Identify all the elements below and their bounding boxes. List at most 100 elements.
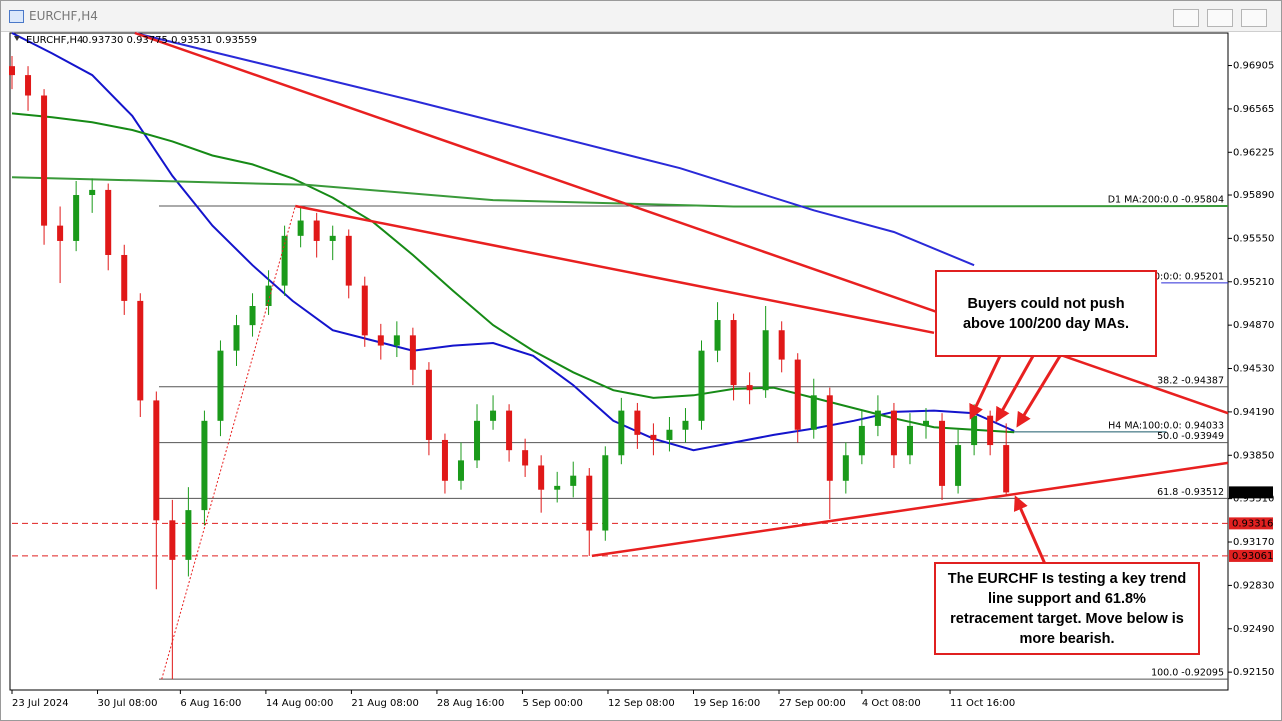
candle-body [698, 350, 705, 421]
candle-body [618, 410, 625, 456]
candle-body [425, 369, 432, 440]
candle-body [329, 235, 336, 241]
price-tag [1229, 549, 1273, 562]
candle-body [939, 420, 946, 486]
candle-body [25, 75, 32, 96]
candle-body [153, 400, 160, 521]
candle-body [955, 445, 962, 486]
x-tick-label: 27 Sep 00:00 [779, 698, 846, 709]
level-label: 00:0:0: 0.95201 [1148, 271, 1224, 282]
candle-body [874, 410, 881, 426]
candle-body [890, 410, 897, 456]
arrow [969, 355, 1002, 420]
candle-body [570, 475, 577, 486]
quote: 0.93730 0.93775 0.93531 0.93559 [82, 35, 257, 46]
x-tick-label: 12 Sep 08:00 [608, 698, 675, 709]
candle-body [474, 420, 481, 461]
x-tick-label: 19 Sep 16:00 [693, 698, 760, 709]
y-tick-label: 0.93850 [1233, 450, 1274, 461]
y-tick-label: 0.95890 [1233, 190, 1274, 201]
candle-body [506, 410, 513, 451]
minimize-button[interactable] [1173, 9, 1199, 27]
chart-layer: D1 MA:200:0.0 -0.95804 00:0:0: 0.95201 38.… [9, 31, 1229, 680]
arrow [1016, 355, 1062, 428]
candle-body [666, 429, 673, 440]
y-tick-label: 0.96565 [1233, 104, 1274, 115]
price-tag [1229, 517, 1273, 530]
price-tag-label: 0.93559 [1232, 487, 1273, 498]
candle-body [538, 465, 545, 490]
x-tick-label: 23 Jul 2024 [12, 698, 69, 709]
candle-body [441, 439, 448, 481]
candle-body [121, 254, 128, 301]
candle-body [249, 306, 256, 326]
trendline [161, 205, 296, 680]
candle-body [794, 359, 801, 430]
candle-body [923, 420, 930, 426]
x-tick-label: 11 Oct 16:00 [950, 698, 1015, 709]
candle-body [810, 395, 817, 430]
candle-body [730, 320, 737, 386]
candle-body [634, 410, 641, 435]
window-icon [9, 10, 24, 23]
arrow [1013, 495, 1047, 565]
y-tick-label: 0.92830 [1233, 580, 1274, 591]
candle-body [842, 455, 849, 481]
x-tick-label: 21 Aug 08:00 [351, 698, 418, 709]
candle-body [377, 335, 384, 346]
level-label: 38.2 -0.94387 [1157, 375, 1224, 386]
candle-body [345, 235, 352, 286]
level-label: 61.8 -0.93512 [1157, 487, 1224, 498]
candle-body [826, 395, 833, 481]
window-title: EURCHF,H4 [29, 9, 98, 23]
candle-body [457, 460, 464, 481]
candle-body [762, 330, 769, 391]
candle-body [73, 195, 80, 241]
candle-body [41, 95, 48, 226]
y-tick-label: 0.94870 [1233, 320, 1274, 331]
candle-body [858, 425, 865, 456]
candle-body [265, 285, 272, 307]
candle-body [650, 434, 657, 440]
candle-body [987, 415, 994, 446]
candle-body [586, 475, 593, 531]
candle-body [57, 225, 64, 241]
trendline [295, 204, 935, 335]
moving-average [134, 32, 975, 267]
symbol-title: EURCHF,H4 [26, 35, 83, 46]
candle-body [89, 189, 96, 196]
candle-body [9, 66, 15, 76]
trendline [591, 461, 1229, 558]
candle-body [169, 520, 176, 560]
y-tick-label: 0.94530 [1233, 364, 1274, 375]
candle-body [313, 220, 320, 241]
price-tag [1229, 486, 1273, 499]
y-tick-label: 0.94190 [1233, 407, 1274, 418]
candle-body [522, 450, 529, 466]
price-tag-label: 0.93061 [1232, 551, 1273, 562]
candle-body [714, 320, 721, 351]
maximize-button[interactable] [1207, 9, 1233, 27]
candle-body [137, 300, 144, 401]
level-label: H4 MA:100:0.0: 0.94033 [1108, 420, 1224, 431]
candle-body [393, 335, 400, 346]
y-tick-label: 0.92490 [1233, 624, 1274, 635]
candle-body [201, 420, 208, 511]
candle-body [297, 220, 304, 236]
candle-body [778, 330, 785, 360]
annotation: The EURCHF Is testing a key trend line s… [934, 562, 1200, 655]
candle-body [602, 455, 609, 531]
y-tick-label: 0.95210 [1233, 277, 1274, 288]
header-marker [14, 36, 20, 41]
y-tick-label: 0.96905 [1233, 61, 1274, 72]
x-tick-label: 14 Aug 00:00 [266, 698, 333, 709]
x-tick-label: 6 Aug 16:00 [180, 698, 241, 709]
x-tick-label: 4 Oct 08:00 [862, 698, 921, 709]
moving-average [11, 112, 1015, 434]
candle-body [490, 410, 497, 421]
moving-average [11, 176, 1229, 208]
close-button[interactable] [1241, 9, 1267, 27]
candle-body [185, 510, 192, 560]
x-tick-label: 5 Sep 00:00 [522, 698, 582, 709]
y-tick-label: 0.93170 [1233, 537, 1274, 548]
